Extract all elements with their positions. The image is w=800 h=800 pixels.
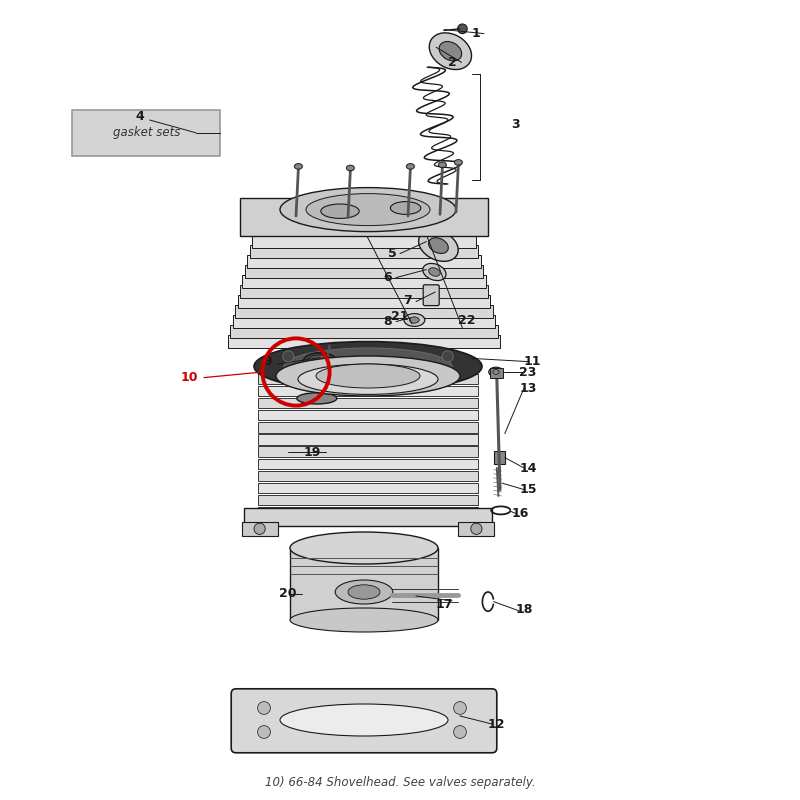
Bar: [252, 235, 476, 248]
Text: 13: 13: [519, 382, 537, 394]
Text: 23: 23: [519, 366, 537, 378]
Text: 20: 20: [279, 587, 297, 600]
Text: 7: 7: [404, 294, 412, 306]
Circle shape: [442, 370, 454, 382]
Circle shape: [458, 24, 467, 34]
Ellipse shape: [316, 364, 420, 388]
Ellipse shape: [284, 348, 452, 385]
Ellipse shape: [306, 194, 430, 226]
Ellipse shape: [489, 367, 503, 377]
Text: 8: 8: [384, 315, 392, 328]
Circle shape: [254, 523, 266, 534]
Bar: [235, 306, 493, 318]
Ellipse shape: [280, 188, 456, 232]
Ellipse shape: [418, 230, 458, 262]
Ellipse shape: [406, 163, 414, 169]
Bar: [240, 286, 488, 298]
Ellipse shape: [321, 204, 359, 218]
Bar: [240, 198, 488, 236]
Bar: [494, 451, 505, 464]
Circle shape: [258, 702, 270, 714]
Circle shape: [282, 350, 294, 362]
Bar: [258, 458, 478, 469]
Circle shape: [282, 370, 294, 382]
Ellipse shape: [297, 393, 337, 404]
Text: 9: 9: [264, 355, 272, 368]
Bar: [258, 434, 478, 445]
Ellipse shape: [493, 370, 499, 374]
Bar: [290, 548, 438, 620]
Bar: [245, 266, 483, 278]
Text: gasket sets: gasket sets: [113, 126, 180, 139]
Text: 11: 11: [523, 355, 541, 368]
Text: 16: 16: [511, 507, 529, 520]
Ellipse shape: [438, 162, 446, 167]
Bar: [72, 110, 220, 156]
Bar: [233, 315, 495, 328]
Bar: [258, 398, 478, 408]
Bar: [258, 470, 478, 481]
Bar: [230, 326, 498, 338]
Bar: [247, 255, 481, 268]
Ellipse shape: [404, 314, 425, 326]
Bar: [258, 507, 478, 518]
Ellipse shape: [454, 160, 462, 166]
Text: 18: 18: [515, 603, 533, 616]
Ellipse shape: [439, 42, 462, 61]
Ellipse shape: [298, 364, 438, 394]
Ellipse shape: [294, 163, 302, 169]
Ellipse shape: [276, 356, 460, 396]
Circle shape: [470, 523, 482, 534]
Text: 19: 19: [303, 446, 321, 458]
Text: 4: 4: [136, 110, 144, 122]
Bar: [258, 410, 478, 421]
Bar: [244, 508, 492, 526]
Text: 12: 12: [487, 718, 505, 730]
Bar: [250, 245, 478, 258]
Ellipse shape: [429, 268, 440, 276]
Bar: [228, 335, 500, 348]
Text: 17: 17: [435, 598, 453, 610]
Ellipse shape: [429, 238, 448, 254]
Circle shape: [442, 350, 454, 362]
Text: 3: 3: [512, 118, 520, 130]
Ellipse shape: [410, 317, 419, 323]
Text: 5: 5: [388, 247, 396, 260]
Bar: [258, 446, 478, 457]
FancyBboxPatch shape: [231, 689, 497, 753]
Text: 2: 2: [448, 56, 456, 69]
Ellipse shape: [254, 342, 482, 391]
Ellipse shape: [280, 704, 448, 736]
Text: 21: 21: [391, 310, 409, 322]
Text: 10: 10: [181, 371, 198, 384]
Bar: [238, 295, 490, 308]
Bar: [490, 368, 503, 378]
Ellipse shape: [390, 202, 421, 214]
Ellipse shape: [430, 33, 471, 70]
Circle shape: [454, 702, 466, 714]
Ellipse shape: [422, 263, 446, 281]
Ellipse shape: [335, 580, 393, 604]
Bar: [242, 522, 278, 536]
Text: 15: 15: [519, 483, 537, 496]
Bar: [242, 275, 486, 288]
Bar: [258, 495, 478, 506]
Ellipse shape: [346, 166, 354, 170]
Circle shape: [258, 726, 270, 738]
Bar: [258, 483, 478, 494]
Text: 14: 14: [519, 462, 537, 474]
Text: 1: 1: [472, 27, 480, 40]
FancyBboxPatch shape: [423, 285, 439, 306]
Ellipse shape: [290, 608, 438, 632]
Bar: [458, 522, 494, 536]
Bar: [258, 374, 478, 384]
Bar: [258, 422, 478, 433]
Circle shape: [454, 726, 466, 738]
Text: 22: 22: [458, 314, 475, 326]
Ellipse shape: [290, 532, 438, 564]
Text: 10) 66-84 Shovelhead. See valves separately.: 10) 66-84 Shovelhead. See valves separat…: [265, 776, 535, 789]
Text: 6: 6: [384, 271, 392, 284]
Bar: [258, 386, 478, 396]
Ellipse shape: [348, 585, 380, 599]
